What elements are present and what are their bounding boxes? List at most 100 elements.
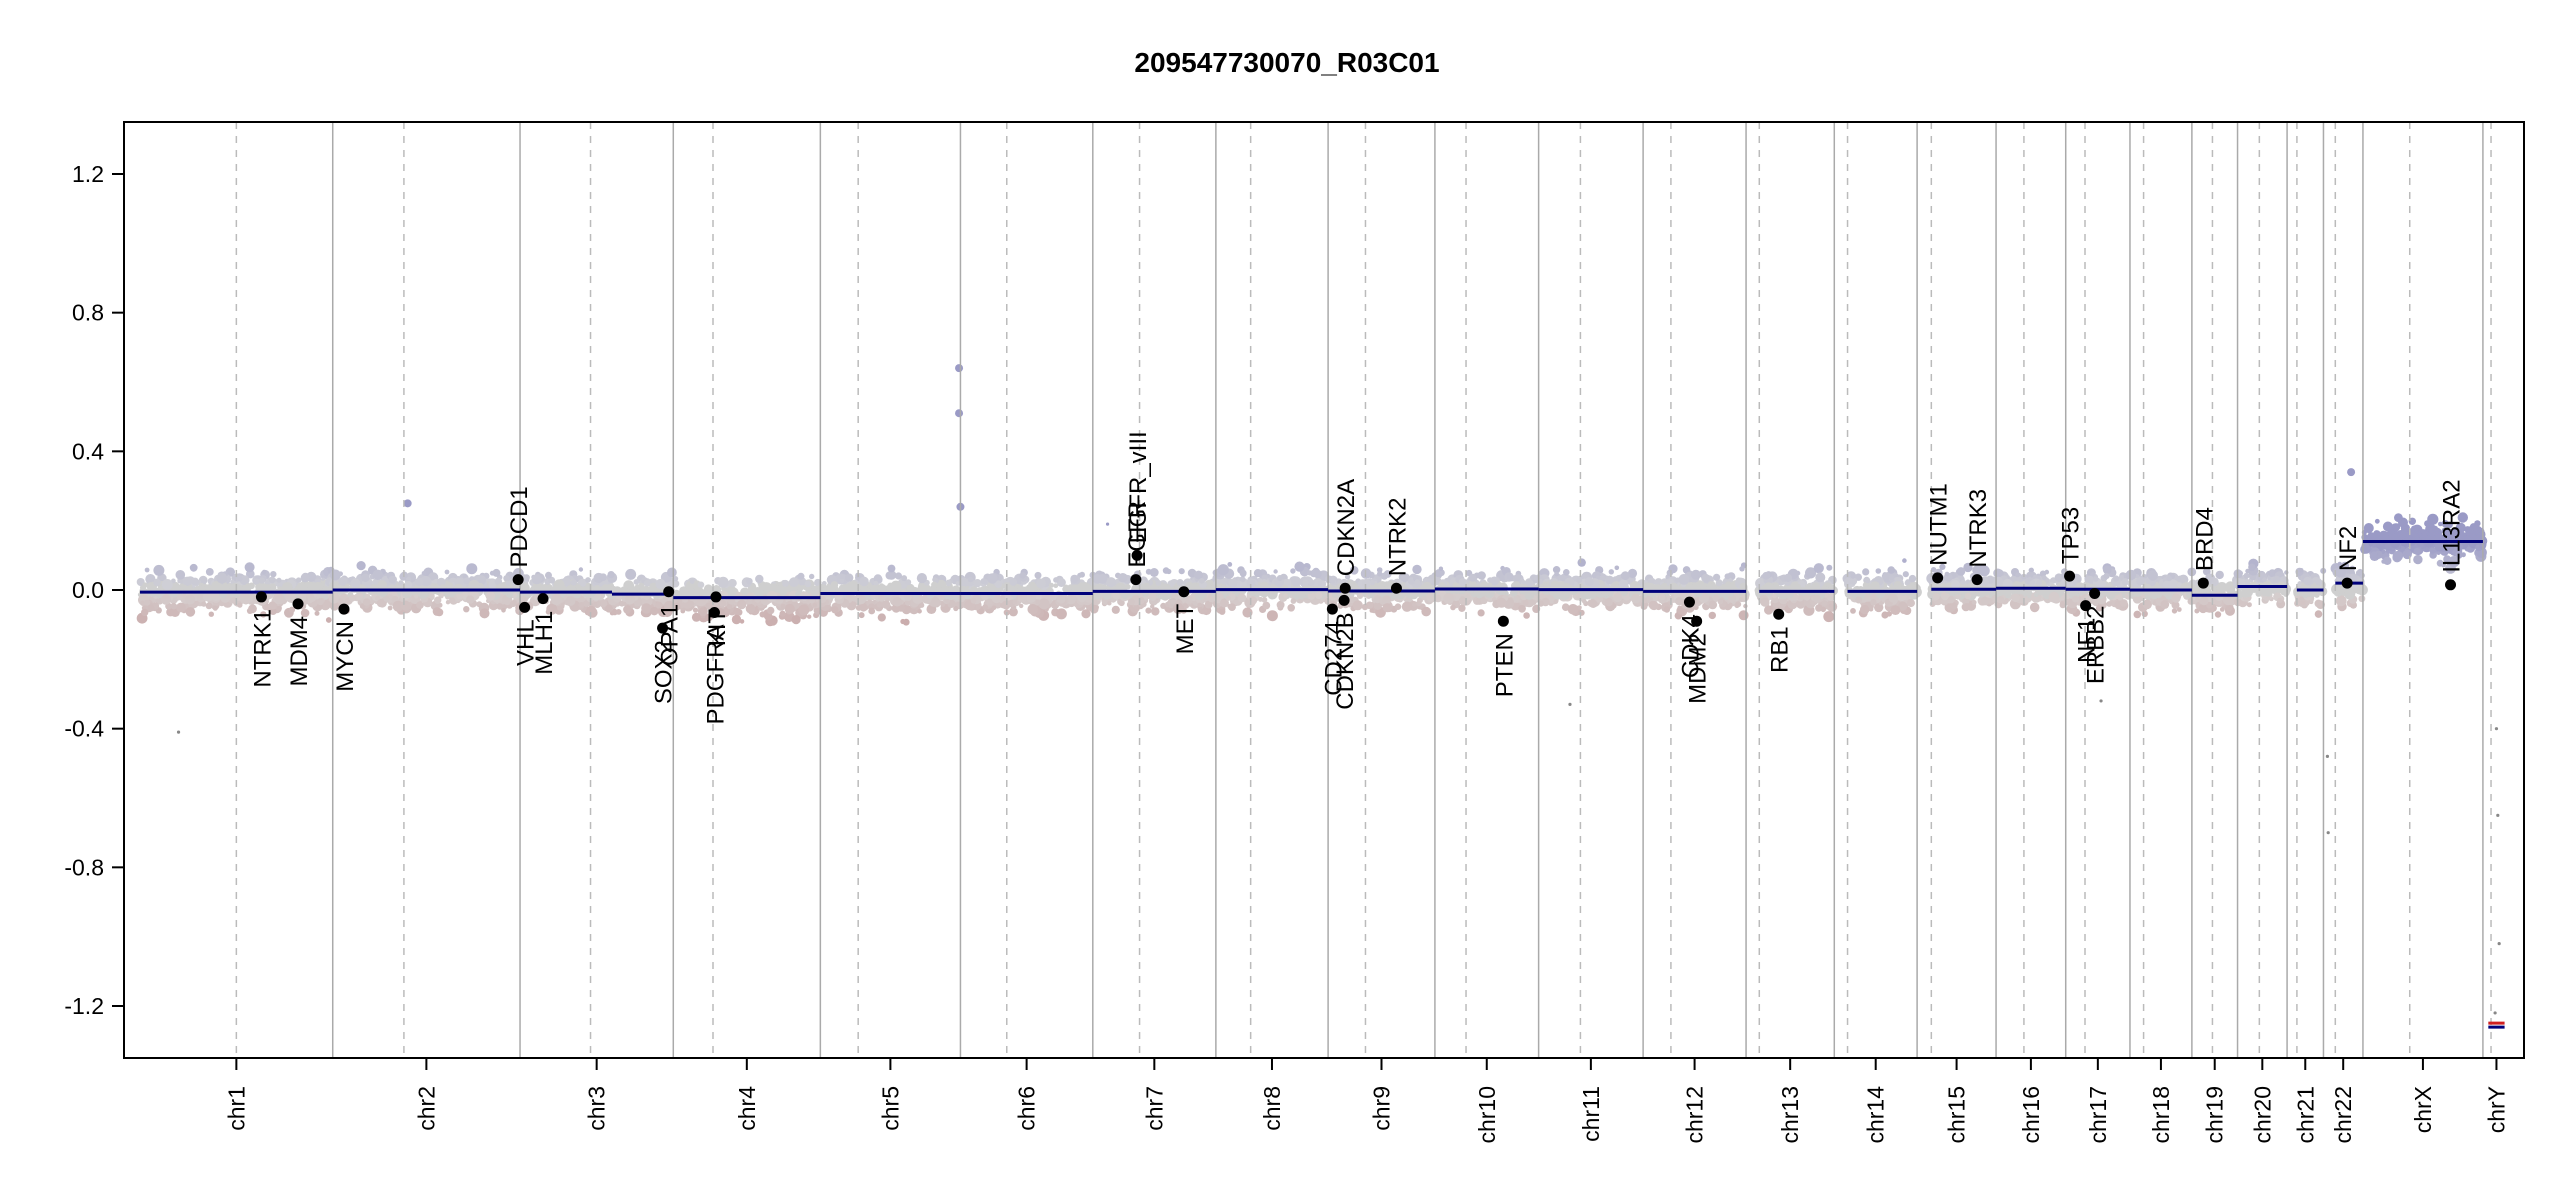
probe-point [643, 579, 651, 587]
probe-point [328, 592, 340, 604]
probe-point [1708, 583, 1717, 591]
probe-point [1678, 574, 1690, 585]
probe-point [1017, 593, 1027, 603]
probe-point [902, 618, 910, 626]
probe-point [578, 602, 585, 608]
probe-point [1881, 611, 1889, 619]
probe-point [406, 576, 412, 582]
probe-point [147, 576, 154, 583]
probe-point [797, 572, 805, 580]
probe-point [1382, 595, 1392, 605]
probe-point [1870, 581, 1880, 591]
probe-point [918, 602, 925, 608]
probe-point [1708, 611, 1717, 620]
probe-point [585, 577, 591, 583]
probe-point [858, 612, 865, 619]
probe-point [1239, 569, 1247, 577]
probe-point [348, 594, 356, 602]
probe-point [356, 593, 364, 601]
probe-cloud [1210, 561, 1332, 622]
probe-point [377, 580, 388, 590]
probe-point [531, 574, 542, 585]
probe-point [1648, 601, 1657, 610]
probe-point [414, 594, 419, 599]
probe-point [161, 579, 173, 590]
probe-point [258, 577, 266, 584]
probe-point [144, 599, 151, 606]
probe-point [1008, 607, 1018, 617]
probe-point [509, 600, 517, 607]
probe-point [1826, 564, 1833, 571]
probe-point [435, 608, 444, 617]
probe-point [799, 591, 810, 601]
probe-point [1675, 597, 1684, 606]
probe-point [269, 607, 277, 616]
probe-point [1518, 604, 1526, 613]
probe-point [1400, 573, 1411, 583]
probe-point [1739, 566, 1745, 572]
probe-point [1875, 568, 1882, 574]
probe-point [705, 602, 712, 609]
probe-point [1261, 574, 1268, 581]
probe-point [314, 610, 320, 616]
probe-point [1219, 608, 1226, 615]
probe-point [239, 592, 251, 604]
probe-point [1017, 585, 1026, 594]
probe-point [1081, 609, 1091, 619]
probe-point [248, 604, 257, 614]
probe-point [1053, 577, 1059, 583]
probe-point [570, 579, 577, 586]
probe-point [819, 596, 827, 603]
probe-point [1860, 604, 1870, 615]
probe-point [1823, 611, 1835, 623]
probe-point [1964, 592, 1972, 600]
probe-point [1394, 603, 1402, 610]
probe-point [1188, 596, 1193, 601]
probe-point [338, 598, 344, 603]
probe-point [1728, 583, 1733, 589]
probe-point [1438, 566, 1444, 571]
probe-point [1893, 581, 1902, 589]
probe-point [877, 613, 886, 622]
probe-cloud [2125, 567, 2197, 619]
probe-point [1261, 596, 1268, 603]
probe-point [205, 602, 213, 610]
probe-point [2199, 596, 2209, 606]
probe-point [916, 573, 928, 584]
probe-point [1641, 597, 1648, 604]
probe-point [237, 576, 243, 582]
probe-point [809, 573, 815, 580]
probe-point [1855, 596, 1863, 604]
probe-point [905, 579, 912, 586]
probe-point [599, 573, 607, 581]
probe-point [1907, 599, 1915, 608]
probe-point [1613, 592, 1623, 603]
probe-point [2374, 518, 2380, 524]
probe-point [2072, 595, 2079, 603]
probe-point [1313, 569, 1322, 579]
probe-point [362, 598, 371, 606]
probe-point [1356, 592, 1364, 600]
probe-point [1176, 579, 1184, 586]
probe-point [1373, 601, 1383, 610]
probe-point [633, 579, 640, 585]
probe-point [1993, 576, 2004, 587]
probe-point [230, 597, 237, 603]
probe-point [1492, 578, 1499, 584]
probe-point [1276, 575, 1283, 581]
probe-point [182, 576, 192, 586]
probe-point [317, 598, 324, 606]
probe-point [144, 567, 150, 573]
probe-point [375, 595, 381, 601]
probe-point [1048, 582, 1054, 588]
probe-point [463, 578, 470, 585]
probe-point [2262, 577, 2267, 582]
probe-point [958, 595, 966, 603]
probe-point [1944, 571, 1950, 577]
probe-point [607, 586, 614, 592]
probe-point [497, 583, 504, 590]
probe-point [1820, 606, 1827, 613]
probe-point [619, 600, 625, 607]
probe-point [973, 579, 982, 588]
probe-point [767, 606, 775, 615]
